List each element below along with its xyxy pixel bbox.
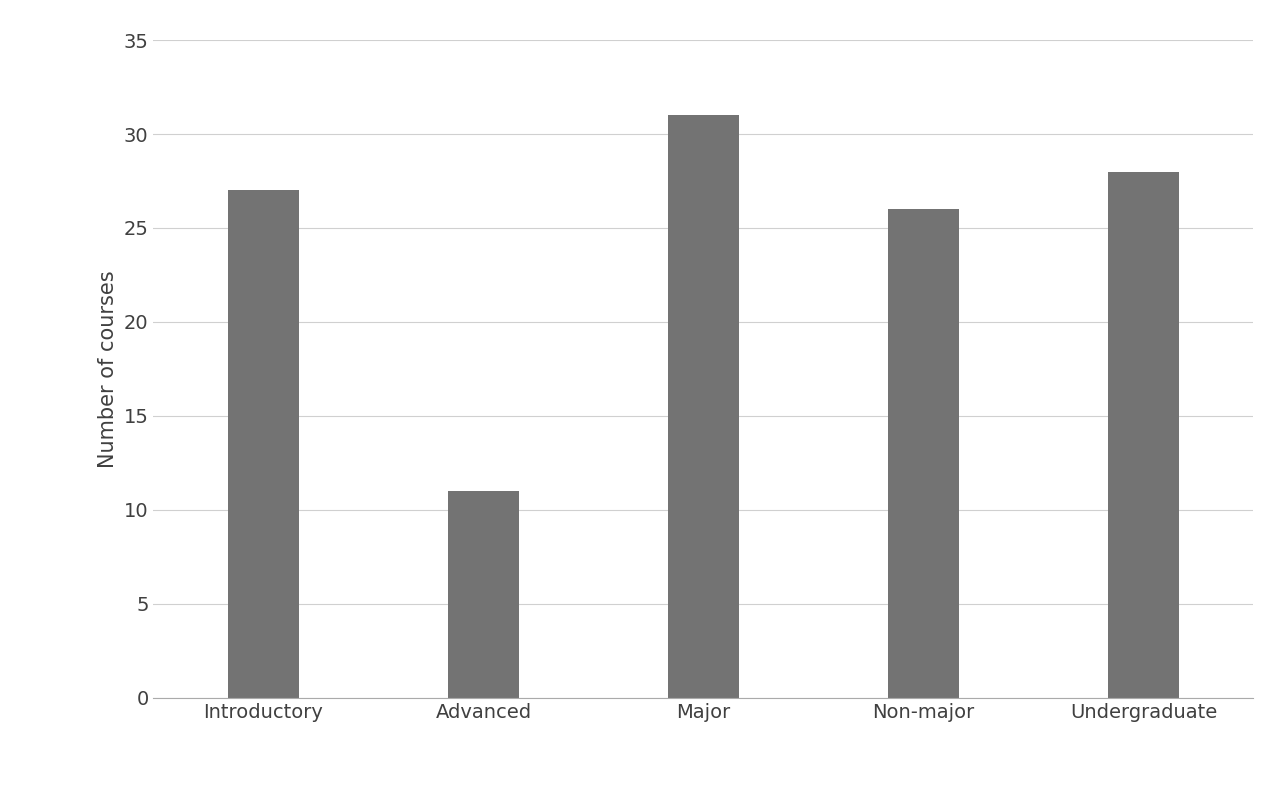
Bar (1108, 172, 1179, 698)
Bar (448, 491, 519, 698)
Bar (668, 115, 739, 698)
Bar (888, 209, 959, 698)
Bar (228, 190, 299, 698)
Y-axis label: Number of courses: Number of courses (98, 270, 118, 468)
